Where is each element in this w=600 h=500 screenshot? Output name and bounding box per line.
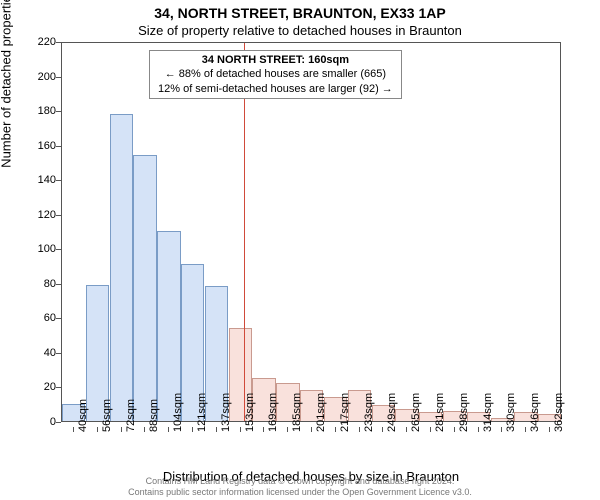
histogram-bar <box>133 155 156 421</box>
y-tick-label: 20 <box>26 381 56 393</box>
attribution-line1: Contains HM Land Registry data © Crown c… <box>0 476 600 487</box>
info-box-title: 34 NORTH STREET: 160sqm <box>158 53 393 67</box>
x-tick-label: 249sqm <box>386 393 398 432</box>
x-tick-label: 314sqm <box>482 393 494 432</box>
x-tick-mark <box>454 427 455 432</box>
x-tick-mark <box>287 427 288 432</box>
info-box: 34 NORTH STREET: 160sqm ← 88% of detache… <box>149 50 402 99</box>
x-tick-label: 56sqm <box>101 399 113 432</box>
x-tick-label: 217sqm <box>339 393 351 432</box>
attribution: Contains HM Land Registry data © Crown c… <box>0 476 600 498</box>
plot-area: 34 NORTH STREET: 160sqm ← 88% of detache… <box>61 42 561 422</box>
y-tick-label: 100 <box>26 243 56 255</box>
x-tick-mark <box>121 427 122 432</box>
x-tick-label: 185sqm <box>291 393 303 432</box>
info-box-line2: 12% of semi-detached houses are larger (… <box>158 82 393 96</box>
x-tick-mark <box>335 427 336 432</box>
x-tick-mark <box>359 427 360 432</box>
y-tick-label: 220 <box>26 36 56 48</box>
x-tick-mark <box>192 427 193 432</box>
info-box-line1: ← 88% of detached houses are smaller (66… <box>158 67 393 81</box>
y-tick-label: 160 <box>26 140 56 152</box>
x-tick-label: 362sqm <box>553 393 565 432</box>
x-tick-label: 233sqm <box>363 393 375 432</box>
x-tick-label: 104sqm <box>172 393 184 432</box>
x-tick-mark <box>73 427 74 432</box>
x-tick-mark <box>501 427 502 432</box>
x-tick-mark <box>144 427 145 432</box>
x-tick-mark <box>311 427 312 432</box>
x-tick-label: 153sqm <box>244 393 256 432</box>
y-tick-label: 80 <box>26 278 56 290</box>
y-axis-label: Number of detached properties <box>0 0 14 168</box>
x-tick-label: 330sqm <box>505 393 517 432</box>
x-tick-label: 265sqm <box>410 393 422 432</box>
y-tick-mark <box>56 422 61 423</box>
x-tick-label: 88sqm <box>148 399 160 432</box>
x-tick-label: 346sqm <box>529 393 541 432</box>
x-tick-label: 169sqm <box>267 393 279 432</box>
y-tick-label: 180 <box>26 105 56 117</box>
attribution-line2: Contains public sector information licen… <box>0 487 600 498</box>
x-tick-mark <box>430 427 431 432</box>
x-tick-label: 201sqm <box>315 393 327 432</box>
x-tick-label: 298sqm <box>458 393 470 432</box>
x-tick-mark <box>525 427 526 432</box>
y-tick-label: 0 <box>26 416 56 428</box>
y-tick-label: 200 <box>26 71 56 83</box>
x-tick-mark <box>263 427 264 432</box>
x-tick-mark <box>216 427 217 432</box>
chart-title-main: 34, NORTH STREET, BRAUNTON, EX33 1AP <box>0 0 600 21</box>
x-tick-label: 137sqm <box>220 393 232 432</box>
y-tick-label: 140 <box>26 174 56 186</box>
x-tick-mark <box>240 427 241 432</box>
histogram-bar <box>110 114 133 421</box>
x-tick-label: 72sqm <box>125 399 137 432</box>
x-tick-label: 40sqm <box>77 399 89 432</box>
chart-title-sub: Size of property relative to detached ho… <box>0 21 600 38</box>
y-tick-label: 120 <box>26 209 56 221</box>
x-tick-mark <box>478 427 479 432</box>
marker-line <box>244 43 245 421</box>
x-tick-label: 281sqm <box>434 393 446 432</box>
y-tick-label: 40 <box>26 347 56 359</box>
x-tick-mark <box>382 427 383 432</box>
chart-container: Number of detached properties 0204060801… <box>61 42 561 422</box>
x-tick-mark <box>549 427 550 432</box>
y-ticks-container: 020406080100120140160180200220 <box>26 42 56 422</box>
x-tick-mark <box>97 427 98 432</box>
y-tick-label: 60 <box>26 312 56 324</box>
x-tick-mark <box>168 427 169 432</box>
x-tick-label: 121sqm <box>196 393 208 432</box>
x-tick-mark <box>406 427 407 432</box>
